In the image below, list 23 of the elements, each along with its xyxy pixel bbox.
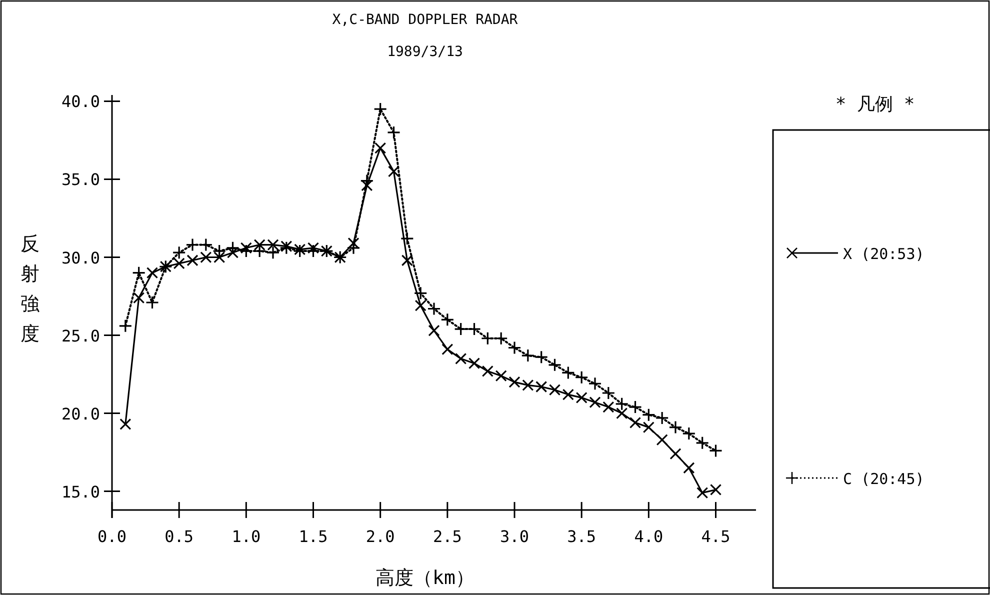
- x-tick-label: 4.5: [701, 527, 730, 546]
- x-tick-label: 3.0: [500, 527, 529, 546]
- y-tick-label: 25.0: [61, 326, 100, 346]
- x-tick-label: 0.0: [98, 527, 126, 546]
- x-tick-label: 1.5: [298, 527, 328, 546]
- ylabel: 反射強度: [20, 233, 40, 345]
- subtitle: 1989/3/13: [387, 44, 463, 60]
- xlabel: 高度（km）: [376, 567, 474, 589]
- y-tick-label: 35.0: [61, 170, 100, 190]
- y-tick-label: 30.0: [61, 248, 100, 268]
- x-tick-label: 0.5: [164, 527, 194, 546]
- title: X,C-BAND DOPPLER RADAR: [332, 12, 518, 28]
- x-tick-label: 4.0: [634, 527, 664, 546]
- x-tick-label: 3.5: [567, 527, 596, 546]
- x-tick-label: 2.5: [432, 527, 462, 546]
- y-tick-label: 40.0: [61, 92, 100, 112]
- legend-label: X (20:53): [843, 245, 924, 263]
- y-tick-label: 20.0: [61, 404, 100, 424]
- legend-title: * 凡例 *: [835, 94, 915, 115]
- x-tick-label: 1.0: [232, 527, 261, 546]
- x-tick-label: 2.0: [366, 527, 395, 546]
- y-tick-label: 15.0: [61, 482, 100, 502]
- legend-label: C (20:45): [843, 470, 924, 488]
